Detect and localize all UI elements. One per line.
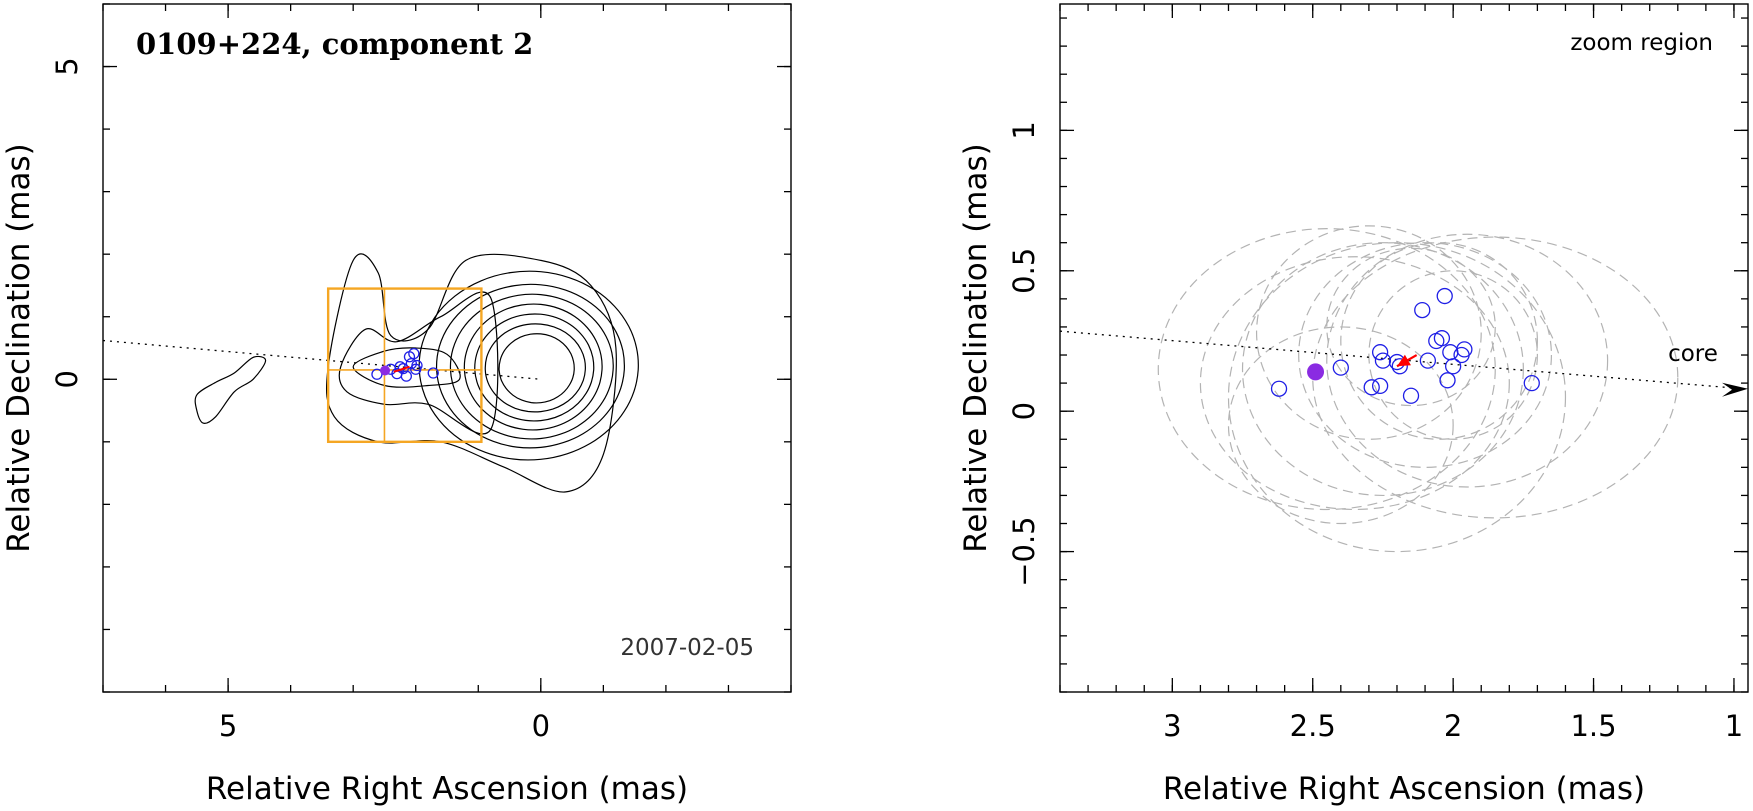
right-tick-labels: 3 2.5 2 1.5 1 1 0.5 0 −0.5 <box>1007 121 1743 743</box>
y-tick-label: 0.5 <box>1007 248 1041 294</box>
fit-ellipse <box>1312 236 1679 519</box>
left-date-label: 2007-02-05 <box>620 635 754 661</box>
core-contour <box>463 303 603 431</box>
contour-blob <box>194 355 267 424</box>
fit-ellipse <box>1326 247 1496 407</box>
fit-ellipse <box>1227 326 1454 525</box>
open-position-marker <box>1456 341 1473 358</box>
zoom-box <box>326 287 483 444</box>
left-y-axis-label: Relative Declination (mas) <box>1 143 37 553</box>
right-x-axis-label: Relative Right Ascension (mas) <box>1163 771 1645 807</box>
right-plot-area <box>1060 225 1748 553</box>
core-contour <box>474 313 595 422</box>
left-plot-frame <box>102 3 792 693</box>
core-label: core <box>1668 341 1718 367</box>
left-chart-title: 0109+224, component 2 <box>136 27 533 61</box>
open-position-marker <box>1523 374 1540 392</box>
open-position-marker <box>397 362 409 375</box>
x-tick-label: 1.5 <box>1570 709 1616 743</box>
fit-ellipse <box>1227 242 1567 553</box>
x-tick-label: 2.5 <box>1290 709 1336 743</box>
open-position-marker <box>1391 358 1408 375</box>
open-position-marker <box>408 347 420 360</box>
open-position-marker <box>1270 380 1288 397</box>
open-position-marker <box>1374 352 1392 369</box>
fit-ellipse <box>1368 270 1538 440</box>
right-panel: zoom region core Relative Right Ascensio… <box>958 3 1749 807</box>
x-tick-label: 0 <box>532 709 550 743</box>
open-position-marker <box>1363 379 1380 396</box>
contour-third <box>352 347 461 388</box>
contour-second <box>338 291 499 435</box>
fit-ellipse <box>1326 233 1609 488</box>
core-contour <box>498 333 575 404</box>
y-tick-label: 0 <box>50 370 84 388</box>
x-tick-label: 1 <box>1725 709 1743 743</box>
x-tick-label: 2 <box>1444 709 1462 743</box>
left-tick-labels: 5 0 5 0 <box>50 57 550 743</box>
left-tick-marks <box>102 3 792 693</box>
core-contour <box>484 323 586 413</box>
filled-position-marker <box>380 365 391 376</box>
open-position-marker <box>1442 344 1459 361</box>
open-position-marker <box>1414 301 1431 319</box>
open-position-marker <box>1402 387 1420 404</box>
y-tick-label: 0 <box>1007 402 1041 420</box>
velocity-vector-head <box>1396 354 1411 367</box>
open-position-marker <box>1444 358 1462 375</box>
right-chart-title: zoom region <box>1570 30 1713 56</box>
open-position-marker <box>1433 330 1451 347</box>
fit-ellipse <box>1340 242 1538 440</box>
open-position-marker <box>400 370 412 382</box>
fit-ellipse <box>1157 228 1496 511</box>
open-position-marker <box>1436 287 1453 305</box>
open-position-marker <box>1332 359 1349 376</box>
left-x-axis-label: Relative Right Ascension (mas) <box>206 771 688 807</box>
open-position-marker <box>1371 344 1389 361</box>
fit-ellipse <box>1298 242 1553 468</box>
jet-axis-line <box>1060 330 1743 390</box>
left-plot-area <box>103 253 639 493</box>
fit-ellipse <box>1255 225 1482 440</box>
fit-ellipse <box>1199 256 1510 511</box>
core-direction-arrowhead <box>1722 382 1748 397</box>
right-tick-marks <box>1059 4 1748 693</box>
x-tick-label: 5 <box>219 709 237 743</box>
core-contour <box>418 270 639 461</box>
y-tick-label: 1 <box>1007 121 1041 139</box>
open-position-marker <box>427 367 439 379</box>
core-contour <box>435 283 625 449</box>
y-tick-label: 5 <box>50 57 84 75</box>
open-position-marker <box>1419 352 1437 369</box>
right-y-axis-label: Relative Declination (mas) <box>958 143 994 553</box>
core-contour <box>449 293 614 440</box>
left-panel: 0109+224, component 2 2007-02-05 Relativ… <box>1 3 792 807</box>
y-tick-label: −0.5 <box>1007 516 1041 586</box>
open-position-marker <box>1439 372 1456 389</box>
open-position-marker <box>411 359 423 372</box>
open-position-marker <box>1371 377 1389 395</box>
x-tick-label: 3 <box>1163 709 1181 743</box>
fit-ellipse <box>1241 242 1524 497</box>
filled-position-marker <box>1307 363 1325 381</box>
velocity-vector-small <box>393 365 410 373</box>
right-plot-frame <box>1059 3 1749 693</box>
